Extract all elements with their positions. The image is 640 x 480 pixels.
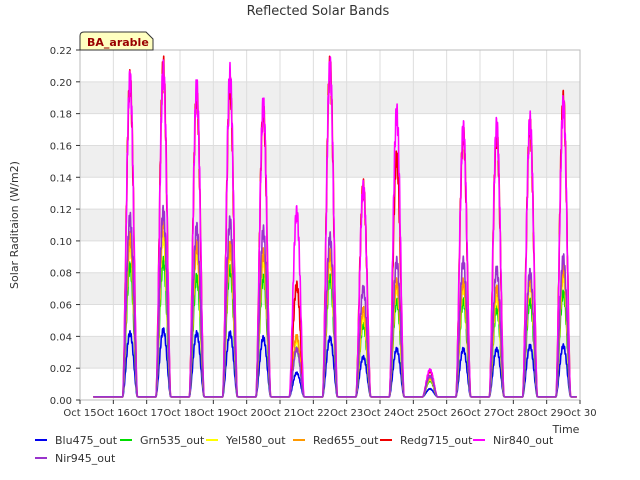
x-axis-label: Time <box>552 423 580 436</box>
site-badge: BA_arable <box>79 31 154 51</box>
plot-band <box>80 113 580 146</box>
site-badge-label: BA_arable <box>87 36 149 49</box>
x-tick-label: Oct 18 <box>163 408 196 419</box>
plot-band <box>80 368 580 400</box>
x-tick-label: Oct 27 <box>463 408 496 419</box>
x-tick-label: Oct 24 <box>363 408 396 419</box>
y-tick-label: 0.02 <box>50 364 72 375</box>
plot-band <box>80 177 580 210</box>
x-tick-label: Oct 25 <box>397 408 430 419</box>
x-tick-label: Oct 16 <box>97 408 130 419</box>
y-tick-label: 0.22 <box>50 46 72 57</box>
legend-label: Yel580_out <box>225 434 286 447</box>
y-tick-label: 0.08 <box>50 269 72 280</box>
legend-label: Nir945_out <box>55 452 116 465</box>
plot-frame <box>79 49 581 401</box>
legend-item-Grn535_out: Grn535_out <box>120 434 205 447</box>
x-axis-ticks: Oct 15 Oct 16 Oct 17 Oct 18 Oct 19 Oct 20 Oct … <box>63 400 597 419</box>
legend-item-Blu475_out: Blu475_out <box>35 434 118 447</box>
x-tick-label: Oct 30 <box>563 408 596 419</box>
y-axis-label: Solar Raditaion (W/m2) <box>8 161 21 289</box>
legend-item-Nir840_out: Nir840_out <box>473 434 554 447</box>
x-tick-label: Oct 17 <box>130 408 163 419</box>
x-tick-label: Oct 19 <box>197 408 230 419</box>
legend: Blu475_out Grn535_out Yel580_out Red655_out… <box>35 434 554 465</box>
x-tick-label: Oct 22 <box>297 408 330 419</box>
plot-band <box>80 336 580 369</box>
y-axis-ticks: 0.00 0.02 0.04 0.06 0.08 0.10 0.12 0.14 0.16 0.18… <box>50 46 80 407</box>
y-tick-label: 0.20 <box>50 78 72 89</box>
y-tick-label: 0.12 <box>50 205 72 216</box>
series-lines <box>93 55 577 398</box>
legend-item-Yel580_out: Yel580_out <box>206 434 286 447</box>
plot-band <box>80 81 580 114</box>
legend-item-Redg715_out: Redg715_out <box>380 434 473 447</box>
legend-item-Red655_out: Red655_out <box>293 434 379 447</box>
legend-label: Red655_out <box>313 434 379 447</box>
y-tick-label: 0.18 <box>50 110 72 121</box>
y-tick-label: 0.16 <box>50 141 72 152</box>
plot-background-bands <box>80 50 580 400</box>
plot-band <box>80 304 580 337</box>
x-tick-label: Oct 21 <box>263 408 296 419</box>
y-tick-label: 0.10 <box>50 237 72 248</box>
x-tick-label: Oct 23 <box>330 408 363 419</box>
legend-label: Grn535_out <box>140 434 205 447</box>
legend-label: Redg715_out <box>400 434 473 447</box>
x-tick-label: Oct 29 <box>530 408 563 419</box>
chart-title: Reflected Solar Bands <box>247 4 390 19</box>
plot-band <box>80 145 580 178</box>
y-tick-label: 0.04 <box>50 332 72 343</box>
y-tick-label: 0.06 <box>50 301 72 312</box>
legend-item-Nir945_out: Nir945_out <box>35 452 116 465</box>
x-tick-label: Oct 26 <box>430 408 463 419</box>
y-tick-label: 0.14 <box>50 173 72 184</box>
x-tick-label: Oct 15 <box>63 408 96 419</box>
y-tick-label: 0.00 <box>50 396 72 407</box>
x-tick-label: Oct 20 <box>230 408 263 419</box>
x-tick-label: Oct 28 <box>497 408 530 419</box>
legend-label: Blu475_out <box>55 434 118 447</box>
legend-label: Nir840_out <box>493 434 554 447</box>
series-line-Nir945_out <box>93 204 577 398</box>
